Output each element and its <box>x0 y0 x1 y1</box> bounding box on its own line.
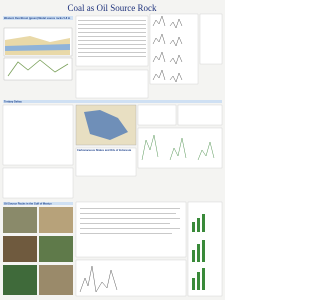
section-title: Oil Source Rocks in the Gulf of Mexico <box>4 202 52 206</box>
text-block <box>75 69 149 99</box>
poster: Coal as Oil Source Rock Western Overthru… <box>0 0 225 300</box>
mini-charts <box>141 134 215 161</box>
photo <box>3 265 37 295</box>
photo <box>39 236 73 262</box>
mini-charts <box>152 15 183 83</box>
data-table <box>2 104 74 166</box>
scatter-figure <box>2 167 74 199</box>
section-header <box>3 100 222 103</box>
figure <box>137 104 177 126</box>
text-block <box>75 147 137 177</box>
bars <box>192 214 205 290</box>
chromatogram <box>79 265 118 293</box>
text-block <box>75 201 187 258</box>
section-title: Carbonaceous Shales and Oils of Indonesi… <box>77 148 132 152</box>
photo <box>39 207 73 233</box>
table-rows <box>78 20 146 57</box>
section-header <box>3 202 73 205</box>
page: {"header": {"title": "Coal as Oil Source… <box>0 0 225 300</box>
poster-title: Coal as Oil Source Rock <box>68 3 157 13</box>
section-title: Tertiary Deltas <box>4 100 22 104</box>
chart-panel <box>75 259 187 297</box>
map-region <box>84 110 128 140</box>
photo <box>39 265 73 295</box>
section-header <box>3 16 73 20</box>
chart-panel <box>137 127 223 169</box>
strata <box>5 44 70 51</box>
section-title: Western Overthrust (green) Model source … <box>4 16 71 20</box>
figure <box>177 104 223 126</box>
photo <box>3 207 37 233</box>
text-lines <box>80 208 180 234</box>
figure <box>3 57 73 81</box>
photo <box>3 236 37 262</box>
figure-line <box>7 59 69 77</box>
notes-box <box>199 13 223 65</box>
chart-panel <box>149 13 199 85</box>
